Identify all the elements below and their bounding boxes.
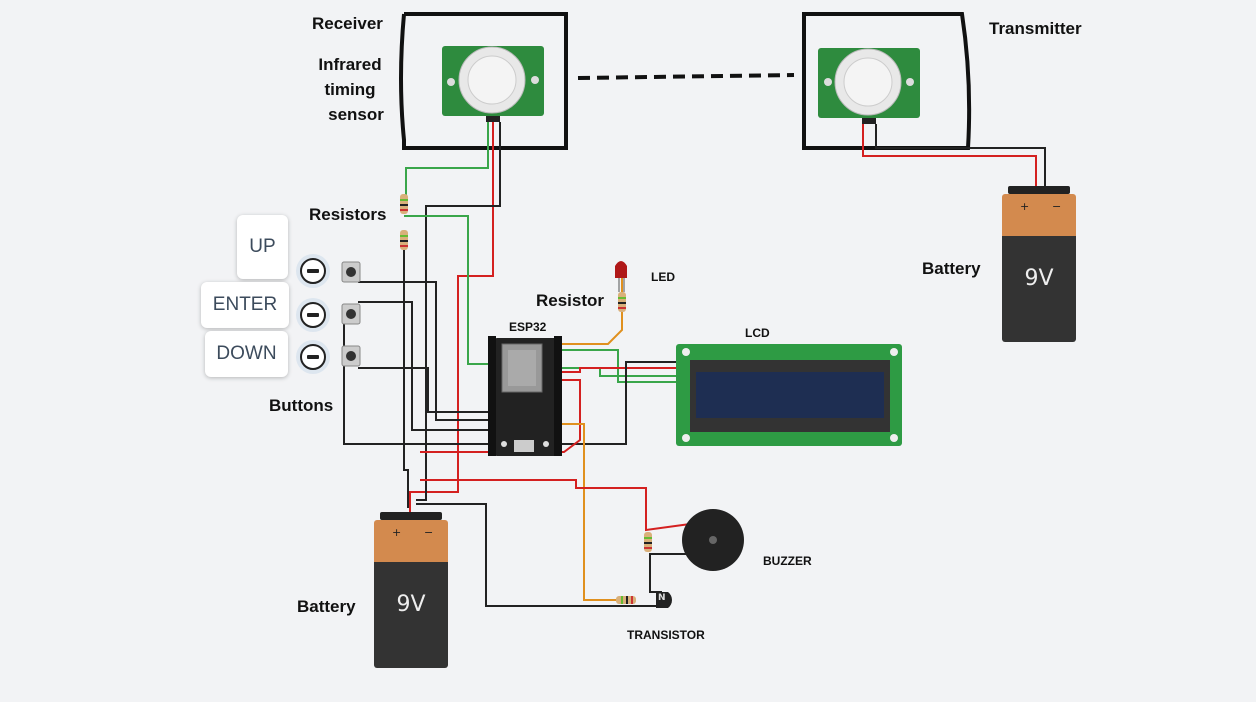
up-minus-icon[interactable] (300, 258, 326, 284)
infrared-label-line2: timing (324, 80, 376, 99)
resistor-receiver-1 (400, 194, 408, 214)
esp32-board (488, 336, 562, 456)
transistor-component (656, 592, 672, 608)
resistor-led (618, 292, 626, 312)
battery-left-label: Battery (297, 597, 356, 616)
infrared-label-line3: sensor (328, 105, 384, 124)
resistor-receiver-2 (400, 230, 408, 250)
transistor-mark: N (658, 593, 666, 603)
up-button[interactable]: UP (237, 215, 288, 279)
down-button[interactable]: DOWN (205, 331, 288, 377)
battery-left: + − 9V (374, 512, 450, 668)
infrared-label-line1: Infrared (318, 55, 382, 74)
pushbutton-up (341, 261, 361, 283)
pushbutton-down (341, 345, 361, 367)
battery-left-plus: + (392, 526, 402, 539)
battery-right-voltage: 9V (1024, 266, 1054, 291)
down-minus-icon[interactable] (300, 344, 326, 370)
led-label: LED (651, 270, 675, 284)
resistor-transistor (616, 596, 636, 604)
battery-right-plus: + (1020, 200, 1030, 213)
buzzer-component (682, 509, 744, 571)
receiver-pir-sensor (442, 46, 544, 122)
ir-beam-dashed-line (577, 73, 795, 80)
transmitter-pir-sensor (818, 48, 920, 124)
resistor-label: Resistor (536, 291, 605, 310)
lcd-display (676, 344, 902, 446)
receiver-enclosure (399, 12, 568, 150)
receiver-label: Receiver (312, 14, 383, 33)
enter-button[interactable]: ENTER (201, 282, 289, 328)
resistors-label: Resistors (309, 205, 387, 224)
resistor-buzzer (644, 532, 652, 552)
esp32-label: ESP32 (509, 320, 547, 334)
led-component (615, 261, 627, 292)
battery-right-label: Battery (922, 259, 981, 278)
battery-right: + − 9V (1002, 186, 1078, 342)
pushbutton-enter (341, 303, 361, 325)
lcd-label: LCD (745, 326, 770, 340)
transistor-label: TRANSISTOR (627, 628, 705, 642)
enter-minus-icon[interactable] (300, 302, 326, 328)
buttons-label: Buttons (269, 396, 334, 415)
battery-right-minus: − (1052, 200, 1062, 213)
battery-left-minus: − (424, 526, 434, 539)
transmitter-label: Transmitter (989, 19, 1082, 38)
battery-left-voltage: 9V (396, 592, 426, 617)
buzzer-label: BUZZER (763, 554, 812, 568)
